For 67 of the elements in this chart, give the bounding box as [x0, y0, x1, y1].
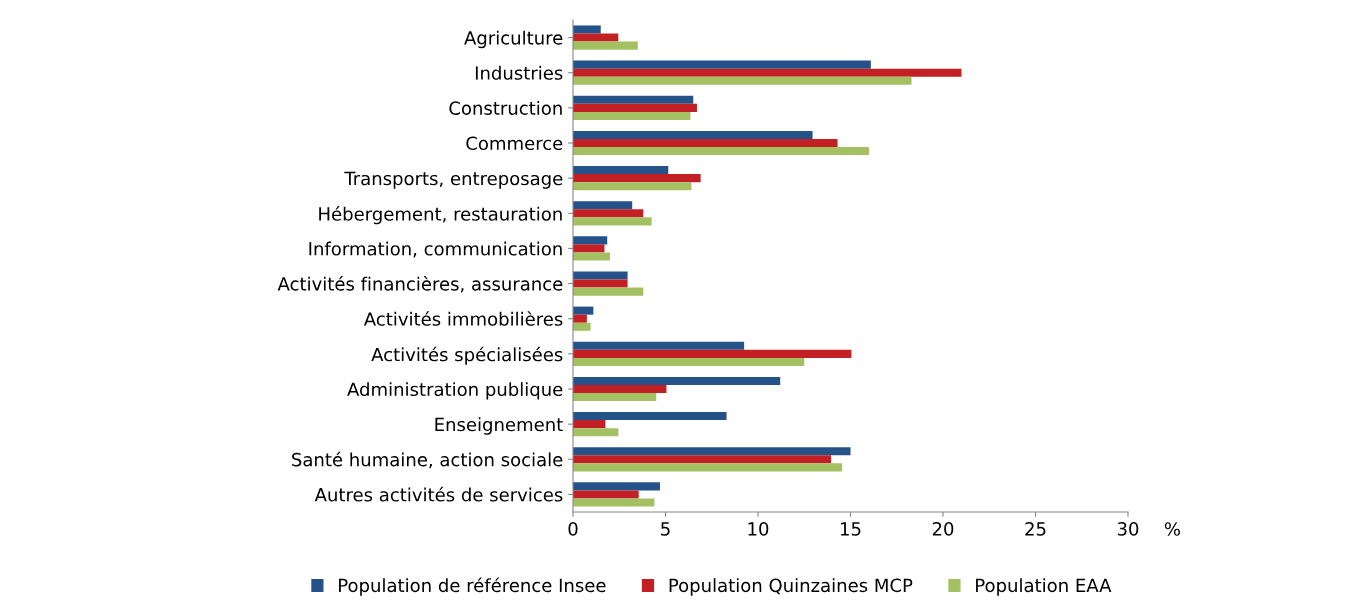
bar [573, 314, 587, 323]
bar [573, 341, 745, 350]
bar [573, 349, 852, 358]
bar [573, 68, 962, 77]
y-tick-label: Enseignement [435, 417, 563, 435]
x-tick-label: 10 [748, 522, 769, 536]
bar [573, 287, 644, 296]
y-tick-label: Activités spécialisées [371, 346, 563, 365]
y-tick-label: Hébergement, restauration [319, 206, 562, 225]
bar [573, 174, 701, 183]
bar [573, 25, 601, 34]
bar [573, 166, 669, 175]
bar [573, 428, 619, 437]
bar [573, 41, 638, 50]
bar [573, 393, 657, 402]
bar [573, 217, 652, 226]
bar [573, 76, 912, 85]
x-tick-label: 15 [841, 522, 861, 536]
bar [573, 271, 628, 280]
y-tick-label: Activités financières, assurance [277, 275, 563, 293]
bar [573, 279, 628, 288]
x-tick-label: 0 [568, 522, 578, 536]
y-tick-label: Santé humaine, action sociale [292, 451, 563, 469]
x-axis-title: % [1164, 522, 1180, 536]
legend-label: Population EAA [976, 578, 1112, 596]
legend-label: Population Quinzaines MCP [669, 578, 913, 596]
bar [573, 201, 633, 210]
bar [573, 244, 605, 253]
bar [573, 376, 781, 385]
y-tick-label: Administration publique [347, 382, 563, 400]
bar [573, 412, 727, 421]
bar [573, 490, 639, 499]
bar [573, 357, 805, 366]
bar [573, 147, 869, 156]
bar [573, 482, 660, 491]
x-tick-label: 5 [661, 522, 670, 536]
bar [573, 95, 694, 104]
bar [573, 33, 619, 42]
x-tick-label: 20 [932, 522, 954, 536]
bar [573, 111, 691, 120]
y-tick-label: Autres activités de services [314, 486, 563, 502]
bar [573, 209, 644, 218]
bar [573, 420, 606, 429]
legend-label: Population de référence Insee [339, 577, 606, 596]
y-tick-label: Agriculture [464, 30, 563, 49]
x-tick-label: 25 [1025, 522, 1046, 536]
bar [573, 447, 851, 456]
bar [573, 130, 813, 139]
bar [573, 322, 591, 331]
y-tick-label: Information, communication [309, 241, 562, 258]
bar [573, 60, 871, 69]
y-tick-label: Activités immobilières [363, 311, 563, 326]
bar [573, 252, 610, 261]
bar [573, 138, 838, 148]
bar [573, 182, 692, 191]
bar [573, 103, 697, 112]
bar [573, 498, 655, 507]
y-tick-label: Industries [475, 65, 563, 80]
bar [573, 455, 832, 464]
bar [573, 236, 608, 245]
bar [573, 306, 594, 315]
bar [573, 463, 843, 472]
y-tick-label: Commerce [466, 136, 563, 151]
y-tick-label: Construction [449, 101, 562, 115]
bar [573, 384, 667, 394]
y-tick-label: Transports, entreposage [344, 171, 563, 189]
x-tick-label: 30 [1117, 522, 1139, 536]
